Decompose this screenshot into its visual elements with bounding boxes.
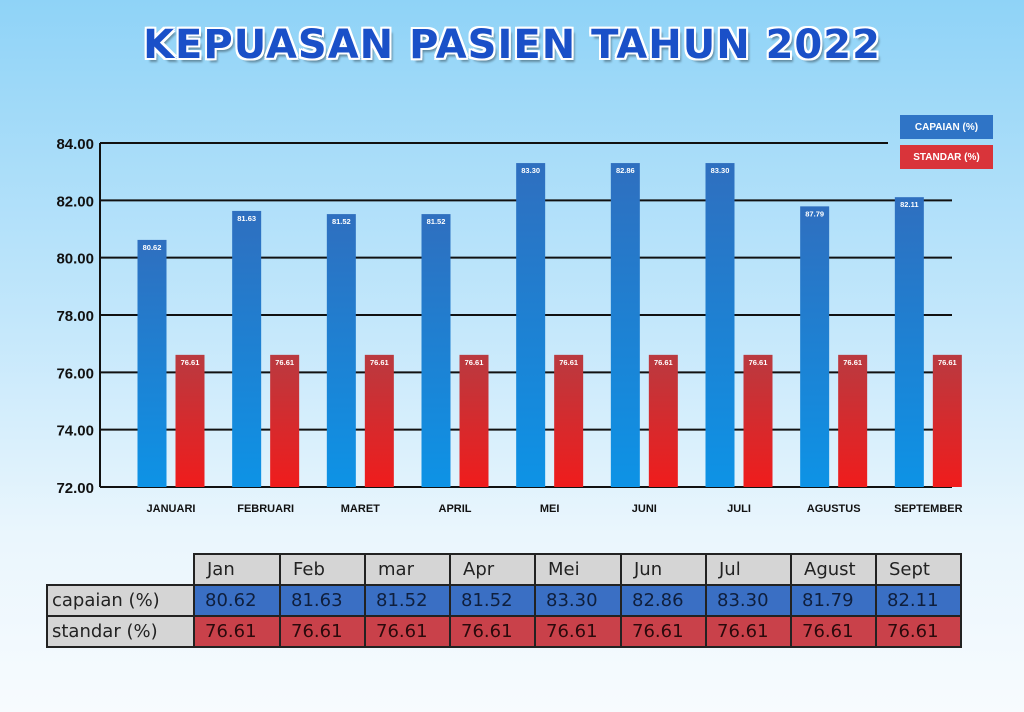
bar-capaian — [327, 214, 356, 487]
table-cell-standar: 76.61 — [194, 616, 280, 647]
table-cell-capaian: 82.11 — [876, 585, 961, 616]
bar-standar — [744, 355, 773, 487]
bar-capaian — [895, 197, 924, 487]
value-label-capaian: 81.52 — [427, 217, 446, 226]
table-cell-capaian: 83.30 — [706, 585, 791, 616]
value-label-standar: 76.61 — [370, 358, 389, 367]
x-tick-label: MEI — [540, 503, 560, 515]
table-cell-standar: 76.61 — [706, 616, 791, 647]
value-label-standar: 76.61 — [559, 358, 578, 367]
table-header-cell: Sept — [876, 554, 961, 585]
x-tick-label: APRIL — [439, 503, 472, 515]
table-header-cell: Jun — [621, 554, 706, 585]
value-labels: 80.62 76.61 81.63 76.61 81.52 76.61 81.52 76.61… — [143, 166, 957, 367]
value-label-standar: 76.61 — [465, 358, 484, 367]
y-tick-label: 78.00 — [56, 308, 94, 325]
y-tick-label: 82.00 — [56, 193, 94, 210]
y-tick-label: 74.00 — [56, 423, 94, 440]
value-label-capaian: 81.52 — [332, 217, 351, 226]
table-cell-capaian: 81.52 — [365, 585, 450, 616]
value-label-standar: 76.61 — [749, 358, 768, 367]
bar-standar — [838, 355, 867, 487]
table-cell-capaian: 82.86 — [621, 585, 706, 616]
legend-standar: STANDAR (%) — [900, 145, 993, 169]
table-header-cell: mar — [365, 554, 450, 585]
value-label-capaian: 82.11 — [900, 200, 918, 209]
table-cell-standar: 76.61 — [876, 616, 961, 647]
table-cell-standar: 76.61 — [535, 616, 621, 647]
table-cell-standar: 76.61 — [791, 616, 876, 647]
value-label-standar: 76.61 — [843, 358, 862, 367]
value-label-standar: 76.61 — [275, 358, 294, 367]
table-row-label: standar (%) — [47, 616, 194, 647]
value-label-capaian: 83.30 — [521, 166, 540, 175]
value-label-capaian: 80.62 — [143, 243, 162, 252]
table-header-cell: Agust — [791, 554, 876, 585]
table-cell-standar: 76.61 — [450, 616, 535, 647]
x-tick-label: JULI — [727, 503, 751, 515]
x-tick-label: MARET — [341, 503, 380, 515]
bar-capaian — [706, 163, 735, 487]
value-label-standar: 76.61 — [181, 358, 200, 367]
table-row-standar: standar (%) 76.61 76.61 76.61 76.61 76.6… — [47, 616, 961, 647]
table-cell-standar: 76.61 — [280, 616, 365, 647]
bar-standar — [176, 355, 205, 487]
legend-capaian: CAPAIAN (%) — [900, 115, 993, 139]
x-tick-label: FEBRUARI — [237, 503, 294, 515]
table-cell-capaian: 81.79 — [791, 585, 876, 616]
bar-capaian — [611, 163, 640, 487]
value-label-capaian: 87.79 — [805, 209, 824, 218]
value-label-capaian: 81.63 — [237, 214, 256, 223]
bar-standar — [270, 355, 299, 487]
value-label-capaian: 82.86 — [616, 166, 635, 175]
bar-standar — [933, 355, 962, 487]
bar-capaian — [232, 211, 261, 487]
bar-standar — [649, 355, 678, 487]
bar-capaian — [516, 163, 545, 487]
table-header-cell: Jul — [706, 554, 791, 585]
y-tick-label: 72.00 — [56, 480, 94, 497]
bar-standar — [365, 355, 394, 487]
table-row-label: capaian (%) — [47, 585, 194, 616]
value-label-standar: 76.61 — [938, 358, 957, 367]
x-tick-label: SEPTEMBER — [894, 503, 963, 515]
bar-capaian — [800, 206, 829, 487]
table-cell-standar: 76.61 — [621, 616, 706, 647]
table-cell-capaian: 81.63 — [280, 585, 365, 616]
value-label-capaian: 83.30 — [711, 166, 730, 175]
x-tick-label: JUNI — [632, 503, 657, 515]
y-tick-label: 76.00 — [56, 365, 94, 382]
table-header-cell: Apr — [450, 554, 535, 585]
table-header-row: Jan Feb mar Apr Mei Jun Jul Agust Sept — [47, 554, 961, 585]
table-header-cell: Jan — [194, 554, 280, 585]
table-cell-capaian: 83.30 — [535, 585, 621, 616]
bar-capaian — [138, 240, 167, 487]
bars — [138, 163, 962, 487]
bar-chart: 80.62 76.61 81.63 76.61 81.52 76.61 81.52 76.61… — [0, 0, 1024, 540]
bar-capaian — [422, 214, 451, 487]
table-corner — [47, 554, 194, 585]
table-cell-capaian: 81.52 — [450, 585, 535, 616]
bar-standar — [460, 355, 489, 487]
table-cell-capaian: 80.62 — [194, 585, 280, 616]
x-tick-label: AGUSTUS — [807, 503, 861, 515]
table-row-capaian: capaian (%) 80.62 81.63 81.52 81.52 83.3… — [47, 585, 961, 616]
y-tick-label: 80.00 — [56, 251, 94, 268]
x-tick-label: JANUARI — [147, 503, 196, 515]
data-table: Jan Feb mar Apr Mei Jun Jul Agust Sept c… — [46, 553, 962, 648]
table-cell-standar: 76.61 — [365, 616, 450, 647]
bar-standar — [554, 355, 583, 487]
value-label-standar: 76.61 — [654, 358, 673, 367]
y-tick-label: 84.00 — [56, 136, 94, 153]
table-header-cell: Feb — [280, 554, 365, 585]
table-header-cell: Mei — [535, 554, 621, 585]
